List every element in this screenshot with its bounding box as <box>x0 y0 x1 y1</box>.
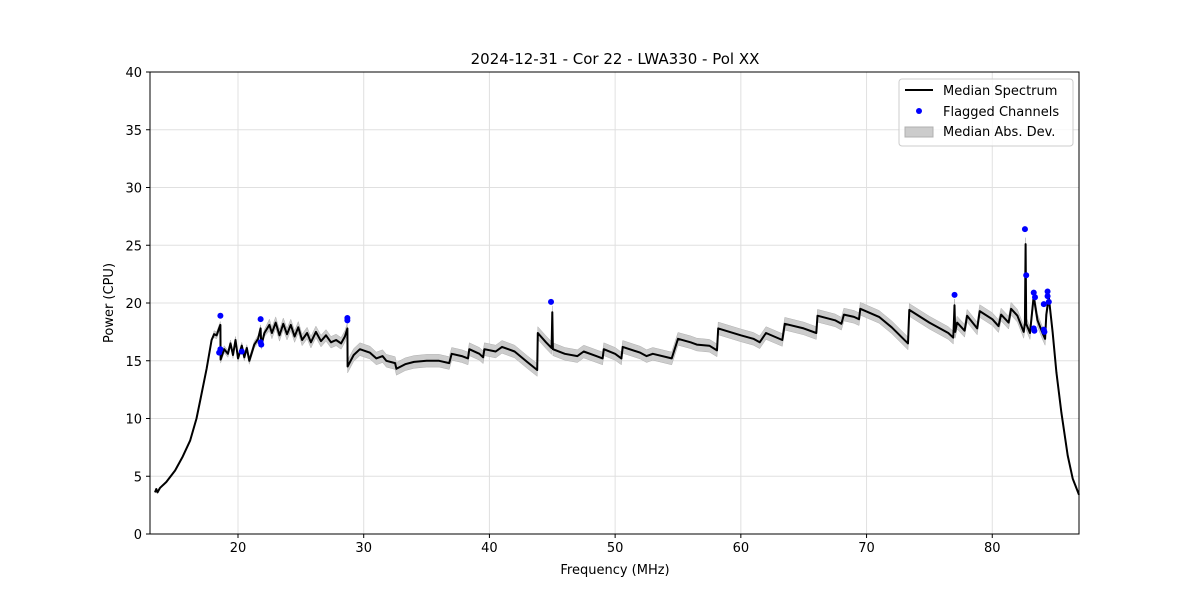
flagged-point <box>1040 301 1047 308</box>
y-tick-label: 30 <box>125 182 142 197</box>
flagged-point <box>1031 327 1038 334</box>
mad-band <box>154 237 1080 495</box>
flagged-channels <box>216 226 1052 356</box>
y-tick-label: 5 <box>134 470 142 485</box>
median-spectrum-line <box>154 243 1080 496</box>
x-tick-label: 30 <box>355 541 372 556</box>
x-tick-label: 20 <box>230 541 247 556</box>
flagged-point <box>217 312 224 319</box>
flagged-point <box>548 298 555 305</box>
flagged-point <box>1021 226 1028 233</box>
y-axis-label: Power (CPU) <box>102 263 117 343</box>
flagged-point <box>238 348 245 355</box>
flagged-point <box>344 315 351 322</box>
y-tick-label: 0 <box>134 528 142 543</box>
legend-label-median: Median Spectrum <box>943 84 1057 99</box>
x-tick-label: 50 <box>607 541 624 556</box>
x-tick-label: 40 <box>481 541 498 556</box>
y-tick-label: 20 <box>125 297 142 312</box>
flagged-point <box>1032 294 1039 301</box>
flagged-point <box>1045 298 1052 305</box>
y-tick-label: 40 <box>125 66 142 81</box>
legend-dot-swatch <box>916 108 922 114</box>
x-axis-label: Frequency (MHz) <box>560 563 669 578</box>
x-tick-label: 80 <box>984 541 1001 556</box>
x-tick-label: 70 <box>858 541 875 556</box>
legend-band-swatch <box>904 126 934 138</box>
flagged-point <box>1030 289 1037 296</box>
grid <box>150 71 1079 535</box>
y-tick-label: 15 <box>125 355 142 370</box>
flagged-point <box>1041 328 1048 335</box>
y-tick-label: 25 <box>125 239 142 254</box>
chart-title: 2024-12-31 - Cor 22 - LWA330 - Pol XX <box>471 50 760 68</box>
flagged-point <box>951 291 958 298</box>
flagged-point <box>217 346 224 353</box>
legend-box <box>898 78 1074 147</box>
flagged-point <box>258 341 265 348</box>
axis-ticks: 20 30 40 50 60 70 80 0 5 10 15 20 25 30 35 40 <box>125 66 1000 556</box>
flagged-point <box>257 316 264 323</box>
flagged-point <box>1044 288 1051 295</box>
y-tick-label: 10 <box>125 413 142 428</box>
legend-label-mad: Median Abs. Dev. <box>943 125 1055 140</box>
x-tick-label: 60 <box>733 541 750 556</box>
flagged-point <box>1023 272 1030 279</box>
legend: Median Spectrum Flagged Channels Median … <box>898 78 1074 147</box>
flagged-point <box>1044 293 1051 300</box>
y-tick-label: 35 <box>125 124 142 139</box>
legend-label-flagged: Flagged Channels <box>943 105 1059 120</box>
